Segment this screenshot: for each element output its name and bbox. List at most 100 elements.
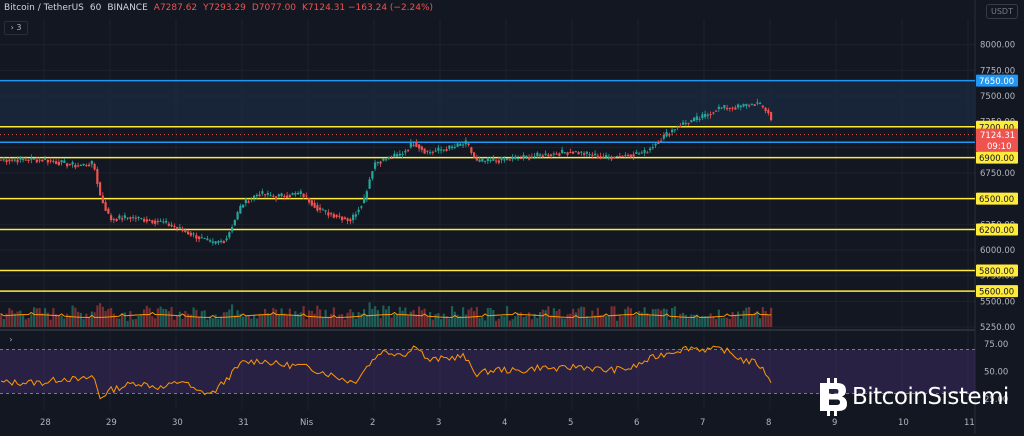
candle-body [286, 195, 289, 199]
volume-bar [720, 317, 723, 327]
candle-body [591, 154, 594, 156]
candle-body [203, 238, 206, 240]
candle-body [335, 214, 338, 218]
volume-bar [382, 305, 385, 327]
candle-body [429, 152, 432, 154]
candle-body [220, 240, 223, 242]
watermark-text: BitcoinSistemi [852, 384, 1009, 410]
candle-body [613, 156, 616, 159]
volume-bar [739, 318, 742, 327]
symbol-label[interactable]: Bitcoin / TetherUS [4, 3, 84, 13]
high-value: Y7293.29 [203, 3, 246, 13]
candle-body [742, 104, 745, 107]
volume-bar [151, 316, 154, 327]
volume-bar [701, 315, 704, 327]
time-tick-label: 5 [568, 418, 573, 428]
indicators-toggle-button[interactable]: › 3 [4, 21, 28, 35]
volume-bar [272, 307, 275, 327]
volume-bar [244, 315, 247, 327]
volume-bar [525, 316, 528, 327]
volume-bar [24, 319, 27, 327]
candle-body [607, 156, 610, 158]
rsi-band [0, 349, 975, 394]
candle-body [52, 160, 55, 162]
volume-bar [682, 312, 685, 327]
currency-button[interactable]: USDT [986, 4, 1018, 19]
candle-body [522, 155, 525, 158]
candle-body [44, 158, 47, 160]
volume-bar [712, 316, 715, 327]
volume-bar [709, 313, 712, 327]
candle-body [145, 219, 148, 222]
candle-body [143, 218, 146, 222]
volume-bar [756, 311, 759, 327]
volume-bar [123, 312, 126, 327]
time-tick-label: 2 [370, 418, 375, 428]
candle-body [85, 164, 88, 166]
candle-body [280, 193, 283, 197]
interval-label[interactable]: 60 [89, 3, 102, 13]
candle-body [654, 143, 657, 146]
candle-body [101, 195, 104, 204]
volume-bar [481, 316, 484, 327]
volume-bar [209, 316, 212, 327]
candle-body [638, 153, 641, 155]
volume-bar [566, 314, 569, 327]
candle-body [495, 160, 498, 162]
candle-body [313, 202, 316, 208]
indicator-count: 3 [16, 23, 22, 32]
rsi-pane-toggle-button[interactable]: › [4, 334, 18, 346]
candle-body [407, 149, 410, 151]
volume-bar [200, 311, 203, 327]
candle-body [264, 194, 267, 196]
candle-body [671, 129, 674, 133]
volume-bar [308, 310, 311, 327]
candle-body [379, 161, 382, 164]
candle-body [734, 107, 737, 110]
candle-body [478, 159, 481, 162]
volume-bar [107, 308, 110, 327]
candle-body [594, 153, 597, 156]
volume-bar [112, 313, 115, 327]
candle-body [19, 157, 22, 160]
price-tick-label: 6750.00 [980, 169, 1015, 179]
volume-bar [2, 318, 5, 327]
candle-body [431, 151, 434, 153]
candle-body [552, 153, 555, 155]
candle-body [228, 232, 231, 238]
candle-body [629, 154, 632, 158]
volume-bar [742, 310, 745, 327]
candle-body [371, 171, 374, 179]
volume-bar [184, 310, 187, 327]
candle-body [68, 163, 71, 165]
candle-body [151, 220, 154, 224]
countdown-label: 09:10 [987, 142, 1012, 152]
volume-bar [748, 306, 751, 327]
volume-bar [159, 306, 162, 327]
candle-body [456, 143, 459, 147]
volume-bar [687, 318, 690, 327]
volume-bar [654, 309, 657, 327]
rsi-line [0, 345, 772, 400]
candle-body [154, 220, 157, 224]
candle-body [715, 110, 718, 112]
volume-bar [437, 313, 440, 327]
volume-bar [396, 313, 399, 327]
candle-body [651, 147, 654, 149]
candle-body [684, 122, 687, 124]
candle-body [13, 159, 16, 161]
volume-bar [357, 312, 360, 327]
candle-body [533, 156, 536, 158]
time-tick-label: 4 [502, 418, 507, 428]
volume-bar [66, 313, 69, 327]
candle-body [291, 193, 294, 195]
volume-bar [698, 318, 701, 327]
volume-bar [550, 315, 553, 327]
candle-body [464, 140, 467, 145]
volume-bar [261, 314, 264, 327]
candle-body [387, 156, 390, 159]
volume-bar [533, 313, 536, 327]
candle-body [297, 192, 300, 195]
